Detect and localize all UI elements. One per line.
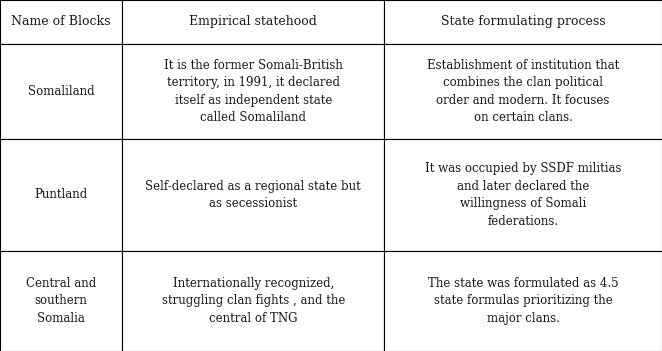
- Text: The state was formulated as 4.5
state formulas prioritizing the
major clans.: The state was formulated as 4.5 state fo…: [428, 277, 618, 325]
- Bar: [122, 44, 384, 139]
- Text: Internationally recognized,
struggling clan fights , and the
central of TNG: Internationally recognized, struggling c…: [162, 277, 345, 325]
- Bar: [0, 251, 122, 351]
- Bar: [0, 44, 122, 139]
- Bar: [384, 139, 662, 251]
- Text: State formulating process: State formulating process: [441, 15, 605, 28]
- Text: Name of Blocks: Name of Blocks: [11, 15, 111, 28]
- Text: Empirical statehood: Empirical statehood: [189, 15, 317, 28]
- Bar: [122, 251, 384, 351]
- Text: Somaliland: Somaliland: [28, 85, 95, 98]
- Bar: [384, 0, 662, 44]
- Text: It was occupied by SSDF militias
and later declared the
willingness of Somali
fe: It was occupied by SSDF militias and lat…: [425, 162, 621, 227]
- Text: Central and
southern
Somalia: Central and southern Somalia: [26, 277, 97, 325]
- Text: Self-declared as a regional state but
as secessionist: Self-declared as a regional state but as…: [146, 180, 361, 210]
- Bar: [0, 0, 122, 44]
- Bar: [122, 0, 384, 44]
- Bar: [122, 139, 384, 251]
- Text: It is the former Somali-British
territory, in 1991, it declared
itself as indepe: It is the former Somali-British territor…: [164, 59, 343, 124]
- Bar: [384, 251, 662, 351]
- Bar: [0, 139, 122, 251]
- Text: Establishment of institution that
combines the clan political
order and modern. : Establishment of institution that combin…: [427, 59, 619, 124]
- Bar: [384, 44, 662, 139]
- Text: Puntland: Puntland: [34, 188, 88, 201]
